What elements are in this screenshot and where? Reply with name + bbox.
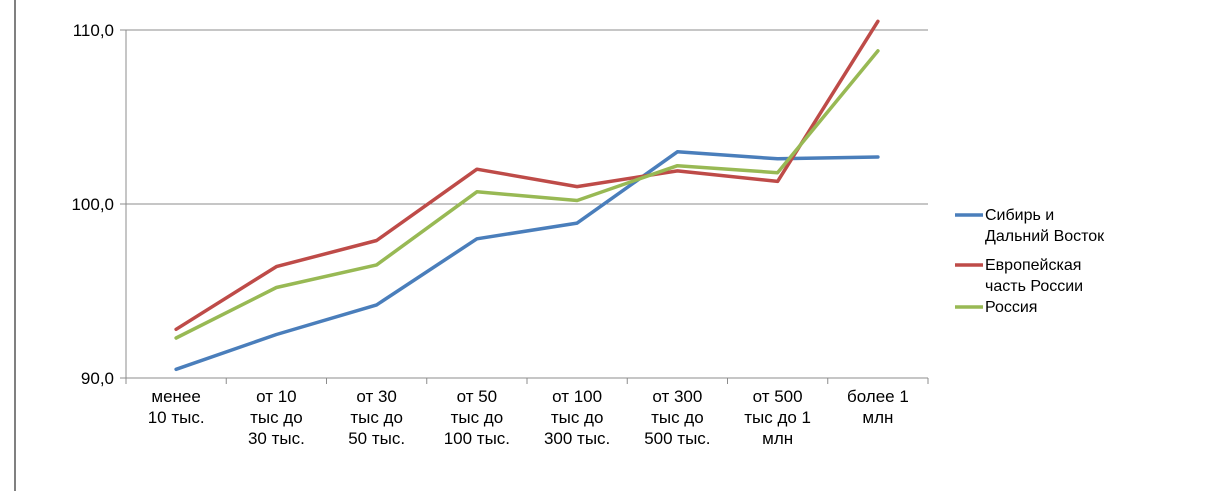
legend-label: Европейская часть России bbox=[985, 257, 1083, 295]
x-tick-label-line: 500 тыс. bbox=[644, 429, 710, 448]
x-tick-label-line: 100 тыс. bbox=[444, 429, 510, 448]
gridlines bbox=[126, 29, 928, 205]
x-tick-label-line: от 50 bbox=[457, 387, 498, 406]
legend-label-line: часть России bbox=[985, 278, 1083, 295]
x-tick-label-line: млн bbox=[762, 429, 793, 448]
legend-label: Сибирь и Дальний Восток bbox=[985, 207, 1105, 245]
legend-label-line: Дальний Восток bbox=[985, 228, 1105, 245]
y-tick-label: 100,0 bbox=[71, 195, 114, 214]
axes bbox=[120, 29, 929, 384]
legend: Сибирь и Дальний Восток Европейская часть Р… bbox=[955, 207, 1105, 316]
series-line bbox=[174, 19, 880, 332]
y-axis-tick-labels: 90,0 100,0 110,0 bbox=[71, 21, 114, 388]
x-tick-label-line: 300 тыс. bbox=[544, 429, 610, 448]
x-tick-label-line: от 500 bbox=[753, 387, 803, 406]
x-tick-label-line: тыс до bbox=[451, 408, 504, 427]
legend-label-line: Россия bbox=[985, 299, 1037, 316]
y-tick-label: 110,0 bbox=[73, 21, 114, 40]
x-tick-label: от 10 тыс до 30 тыс. bbox=[248, 387, 305, 448]
x-axis-tick-labels: менее 10 тыс. от 10 тыс до 30 тыс. от 30 тыс д… bbox=[148, 387, 909, 448]
legend-label-line: Сибирь и bbox=[985, 207, 1054, 224]
legend-label-line: Европейская bbox=[985, 257, 1081, 274]
x-tick-label-line: 10 тыс. bbox=[148, 408, 205, 427]
x-tick-label-line: от 10 bbox=[256, 387, 297, 406]
y-tick-label: 90,0 bbox=[81, 369, 114, 388]
x-tick-label-line: от 30 bbox=[356, 387, 397, 406]
x-tick-label-line: более 1 bbox=[847, 387, 909, 406]
series-line bbox=[174, 150, 880, 372]
x-tick-label-line: тыс до 1 bbox=[744, 408, 811, 427]
series-lines bbox=[174, 19, 880, 372]
x-tick-label: от 300 тыс до 500 тыс. bbox=[644, 387, 710, 448]
x-tick-label-line: млн bbox=[862, 408, 893, 427]
x-tick-label-line: тыс до bbox=[350, 408, 403, 427]
x-tick-label: более 1 млн bbox=[847, 387, 909, 427]
x-tick-label: менее 10 тыс. bbox=[148, 387, 205, 427]
x-tick-label: от 50 тыс до 100 тыс. bbox=[444, 387, 510, 448]
x-tick-label-line: от 100 bbox=[552, 387, 602, 406]
x-tick-label: от 30 тыс до 50 тыс. bbox=[348, 387, 405, 448]
series-line bbox=[174, 49, 880, 340]
x-tick-label-line: менее bbox=[151, 387, 200, 406]
x-tick-label-line: от 300 bbox=[652, 387, 702, 406]
legend-label: Россия bbox=[985, 299, 1037, 316]
x-tick-label-line: тыс до bbox=[250, 408, 303, 427]
x-tick-label-line: 50 тыс. bbox=[348, 429, 405, 448]
x-tick-label-line: 30 тыс. bbox=[248, 429, 305, 448]
x-tick-label-line: тыс до bbox=[551, 408, 604, 427]
x-tick-label: от 500 тыс до 1 млн bbox=[744, 387, 811, 448]
x-tick-label: от 100 тыс до 300 тыс. bbox=[544, 387, 610, 448]
x-tick-label-line: тыс до bbox=[651, 408, 704, 427]
